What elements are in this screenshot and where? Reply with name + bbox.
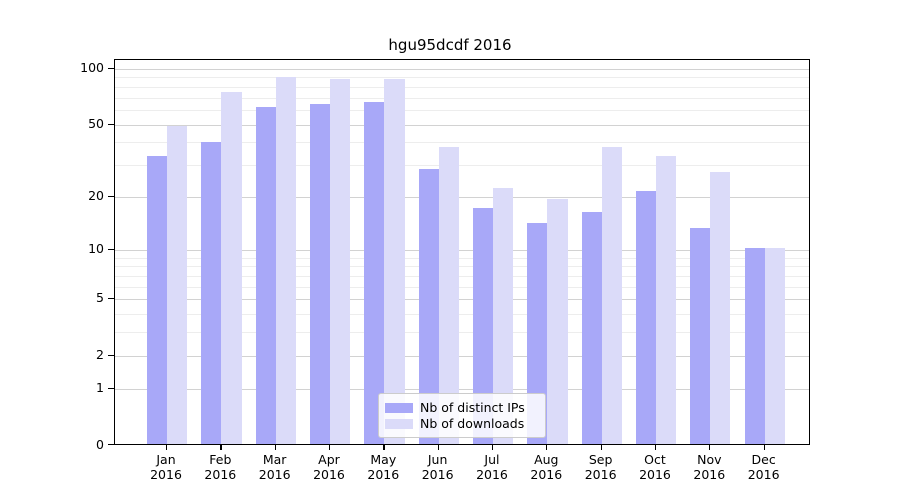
chart-title: hgu95dcdf 2016 (388, 36, 512, 54)
x-tick-mark (491, 444, 494, 450)
bar-dec-downloads (764, 247, 785, 444)
bar-apr-downloads (330, 79, 351, 444)
x-tick-label-aug: Aug 2016 (530, 451, 563, 482)
y-tick-mark (108, 354, 114, 357)
x-tick-mark (546, 444, 548, 450)
bar-feb-distinct-ips (201, 142, 222, 444)
x-tick-label-mar: Mar 2016 (258, 451, 291, 482)
bar-jul-downloads (493, 187, 514, 444)
gridline-minor (115, 266, 809, 268)
gridline-minor (115, 165, 809, 167)
gridline-minor (115, 97, 809, 99)
bar-dec-distinct-ips (744, 247, 765, 444)
y-tick-mark (108, 443, 114, 445)
x-tick-label-jan: Jan 2016 (150, 451, 182, 482)
bar-jul-distinct-ips (472, 207, 494, 444)
gridline-major (115, 68, 809, 70)
gridline-major (115, 299, 809, 301)
gridline-major (115, 388, 809, 390)
gridline-major (115, 249, 809, 251)
legend-item-distinct-ips: Nb of distinct IPs (385, 400, 537, 415)
x-tick-mark (274, 444, 276, 450)
gridline-major (115, 355, 809, 357)
bar-may-downloads (384, 79, 405, 444)
bar-aug-downloads (547, 199, 568, 444)
x-tick-mark (600, 444, 602, 450)
legend-item-downloads: Nb of downloads (385, 416, 537, 431)
legend-label-downloads: Nb of downloads (420, 416, 525, 431)
y-tick-label: 1 (96, 379, 104, 395)
y-tick-label: 0 (96, 436, 104, 452)
bar-sep-downloads (601, 146, 622, 444)
y-tick-label: 20 (88, 188, 104, 204)
x-tick-label-jul: Jul 2016 (476, 451, 508, 482)
x-tick-mark (220, 444, 222, 450)
bar-aug-distinct-ips (527, 222, 548, 444)
bar-oct-downloads (656, 155, 677, 444)
bar-oct-distinct-ips (635, 191, 657, 444)
bar-jan-downloads (167, 125, 188, 444)
gridline-minor (115, 314, 809, 316)
x-tick-mark (654, 444, 657, 450)
gridline-minor (115, 86, 809, 88)
legend-label-distinct-ips: Nb of distinct IPs (420, 400, 525, 415)
y-tick-mark (108, 248, 114, 250)
gridline-major (115, 124, 809, 126)
x-tick-label-may: May 2016 (367, 451, 400, 482)
bar-sep-distinct-ips (581, 212, 602, 444)
legend-swatch-distinct-ips (385, 402, 413, 413)
x-tick-mark (166, 444, 168, 450)
y-tick-label: 10 (88, 240, 104, 256)
x-tick-mark (709, 444, 711, 450)
plot-area (114, 59, 810, 445)
gridline-minor (115, 77, 809, 79)
gridline-minor (115, 275, 809, 277)
bar-mar-downloads (275, 77, 296, 444)
x-tick-mark (383, 444, 385, 450)
gridline-major (115, 197, 809, 199)
y-tick-mark (108, 196, 114, 198)
x-tick-label-oct: Oct 2016 (639, 451, 671, 482)
bar-feb-downloads (221, 92, 242, 444)
bar-jan-distinct-ips (147, 155, 168, 444)
gridline-minor (115, 332, 809, 334)
legend-swatch-downloads (385, 418, 413, 429)
legend: Nb of distinct IPs Nb of downloads (378, 393, 546, 438)
y-tick-label: 100 (80, 59, 104, 75)
x-tick-mark (437, 444, 439, 450)
bar-mar-distinct-ips (255, 106, 276, 444)
x-tick-label-jun: Jun 2016 (421, 451, 454, 482)
x-tick-mark (763, 444, 765, 450)
x-tick-label-nov: Nov 2016 (693, 451, 726, 482)
x-tick-label-sep: Sep 2016 (584, 451, 617, 482)
bar-apr-distinct-ips (309, 104, 331, 444)
x-tick-label-feb: Feb 2016 (204, 451, 237, 482)
gridline-minor (115, 110, 809, 112)
x-tick-label-dec: Dec 2016 (747, 451, 780, 482)
x-tick-mark (328, 444, 331, 450)
y-tick-label: 50 (88, 115, 104, 131)
y-tick-mark (108, 67, 114, 70)
gridline-minor (115, 257, 809, 259)
bar-jun-distinct-ips (418, 168, 439, 444)
bar-jun-downloads (438, 146, 459, 444)
bar-nov-downloads (710, 171, 731, 444)
y-tick-label: 5 (96, 290, 104, 306)
y-tick-mark (108, 387, 114, 390)
y-tick-mark (108, 298, 114, 300)
x-tick-label-apr: Apr 2016 (313, 451, 345, 482)
y-tick-mark (108, 123, 114, 125)
gridline-minor (115, 142, 809, 144)
bar-may-distinct-ips (364, 101, 385, 444)
y-tick-label: 2 (96, 346, 104, 362)
bar-nov-distinct-ips (690, 228, 711, 444)
gridline-minor (115, 286, 809, 288)
